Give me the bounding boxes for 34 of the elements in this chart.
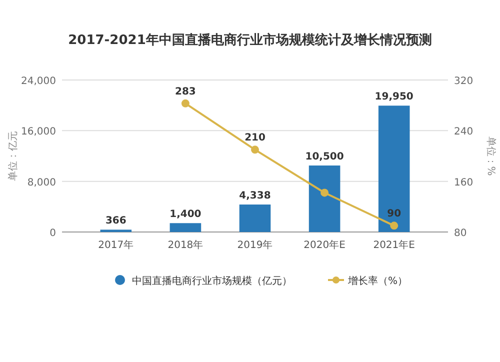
legend-label: 中国直播电商行业市场规模（亿元） [132, 275, 292, 287]
x-tick-label: 2018年 [168, 239, 204, 251]
x-tick-label: 2017年 [98, 239, 134, 251]
data-label: 366 [105, 216, 126, 227]
x-tick-label: 2020年E [304, 239, 346, 251]
y-tick-label: 16,000 [21, 126, 56, 138]
data-label: 19,950 [374, 92, 414, 103]
data-label: 4,338 [239, 190, 271, 202]
y-tick-label: 24,000 [21, 76, 56, 87]
data-label: 1,400 [170, 209, 202, 220]
point [251, 146, 259, 154]
y2-tick-label: 320 [454, 76, 474, 87]
legend-label: 增长率（%） [347, 275, 408, 287]
point [181, 99, 190, 108]
bar [378, 106, 410, 232]
y-axis-title: 单位：亿元 [7, 131, 19, 181]
y-tick-label: 8,000 [27, 177, 56, 188]
x-tick-label: 2019年 [237, 239, 273, 251]
y2-tick-label: 240 [454, 126, 474, 138]
y2-axis-title: 单位：% [485, 136, 497, 176]
data-label: 10,500 [305, 152, 344, 162]
y2-tick-label: 80 [454, 228, 467, 239]
bar [170, 223, 202, 232]
chart-title: 2017-2021年中国直播电商行业市场规模统计及增长情况预测 [68, 32, 432, 48]
data-label: 283 [175, 86, 196, 98]
y-tick-label: 0 [50, 228, 56, 239]
bar [239, 204, 271, 232]
data-label: 210 [244, 132, 266, 144]
bar [308, 166, 340, 232]
data-label: 90 [387, 208, 402, 220]
point [390, 222, 398, 230]
y2-tick-label: 160 [454, 177, 474, 188]
point [320, 188, 329, 197]
x-tick-label: 2021年E [373, 239, 415, 251]
